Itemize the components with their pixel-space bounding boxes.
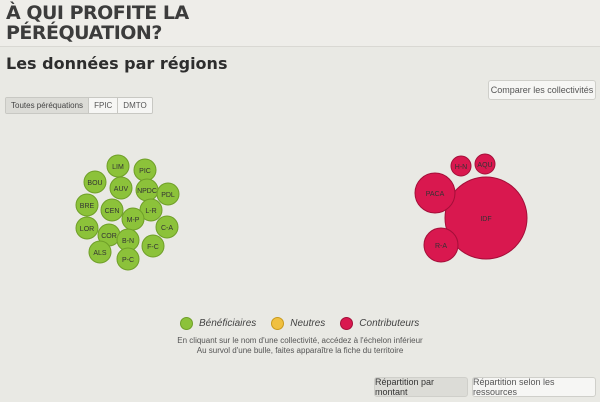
bubble-label-pdl[interactable]: PDL [161, 192, 175, 199]
bubble-als[interactable] [88, 240, 112, 264]
bubble-label-r-a[interactable]: R-A [435, 243, 447, 250]
bubble-label-bre[interactable]: BRE [80, 203, 95, 210]
repartition-montant-button[interactable]: Répartition par montant [374, 377, 468, 397]
bubble-paca[interactable] [414, 172, 456, 214]
bubble-auv[interactable] [109, 176, 133, 200]
bubble-bou[interactable] [83, 170, 107, 194]
section-title: Les données par régions [6, 54, 228, 73]
bubble-label-l-r[interactable]: L-R [145, 208, 156, 215]
legend-contributeurs[interactable]: Contributeurs [340, 316, 420, 330]
app-title: À QUI PROFITE LA PÉRÉQUATION? [6, 2, 189, 44]
legend-label-beneficiaires: Bénéficiaires [199, 317, 257, 329]
bubble-label-als[interactable]: ALS [93, 250, 107, 257]
repartition-ressources-button[interactable]: Répartition selon les ressources [472, 377, 596, 397]
bubble-label-lor[interactable]: LOR [80, 226, 94, 233]
bubble-label-npdc[interactable]: NPDC [137, 188, 157, 195]
bubble-cen[interactable] [100, 198, 124, 222]
bubble-f-c[interactable] [141, 234, 165, 258]
bubble-aqu[interactable] [474, 153, 496, 175]
legend: Bénéficiaires Neutres Contributeurs [180, 316, 420, 330]
legend-beneficiaires[interactable]: Bénéficiaires [180, 316, 257, 330]
bubble-label-paca[interactable]: PACA [426, 191, 445, 198]
bubble-pdl[interactable] [156, 182, 180, 206]
legend-dot-contributeurs [340, 316, 354, 330]
bubble-label-cor[interactable]: COR [101, 233, 117, 240]
bubble-label-idf[interactable]: IDF [480, 216, 491, 223]
bubble-label-cen[interactable]: CEN [105, 208, 120, 215]
bubble-label-lim[interactable]: LIM [112, 164, 124, 171]
legend-neutres[interactable]: Neutres [271, 316, 326, 330]
bubble-label-b-n[interactable]: B-N [122, 238, 134, 245]
bubble-label-f-c[interactable]: F-C [147, 244, 159, 251]
bubble-label-pic[interactable]: PIC [139, 168, 151, 175]
bubble-label-aqu[interactable]: AQU [477, 162, 492, 169]
legend-label-neutres: Neutres [290, 317, 326, 329]
help-line-click: En cliquant sur le nom d'une collectivit… [177, 336, 423, 345]
help-text: En cliquant sur le nom d'une collectivit… [150, 336, 450, 356]
contributeurs-cluster: IDF PACA R-A H-N AQU [414, 153, 528, 263]
compare-button[interactable]: Comparer les collectivités [488, 80, 596, 100]
legend-label-contributeurs: Contributeurs [359, 317, 420, 329]
bubble-label-auv[interactable]: AUV [114, 186, 129, 193]
bubble-c-a[interactable] [155, 215, 179, 239]
bubble-lor[interactable] [75, 216, 99, 240]
tab-toutes-perequations[interactable]: Toutes péréquations [6, 98, 90, 113]
bubble-label-c-a[interactable]: C-A [161, 225, 173, 232]
help-line-hover: Au survol d'une bulle, faites apparaître… [196, 346, 404, 355]
bubble-label-bou[interactable]: BOU [87, 180, 102, 187]
bubble-r-a[interactable] [423, 227, 459, 263]
bubble-bre[interactable] [75, 193, 99, 217]
beneficiaires-cluster: LIM PIC BOU AUV NPDC PDL BRE CEN L-R M-P… [75, 154, 180, 271]
tab-dmto[interactable]: DMTO [118, 98, 152, 113]
bubble-p-c[interactable] [116, 247, 140, 271]
bubble-label-m-p[interactable]: M-P [127, 217, 140, 224]
bubble-label-p-c[interactable]: P-C [122, 257, 134, 264]
legend-dot-beneficiaires [180, 316, 193, 330]
bubble-idf[interactable] [444, 176, 528, 260]
legend-dot-neutres [271, 316, 285, 330]
bubble-h-n[interactable] [450, 155, 472, 177]
tab-bar: Toutes péréquations FPIC DMTO [5, 97, 153, 114]
tab-fpic[interactable]: FPIC [89, 98, 119, 113]
header: À QUI PROFITE LA PÉRÉQUATION? [0, 0, 600, 47]
bubble-label-h-n[interactable]: H-N [455, 164, 467, 171]
